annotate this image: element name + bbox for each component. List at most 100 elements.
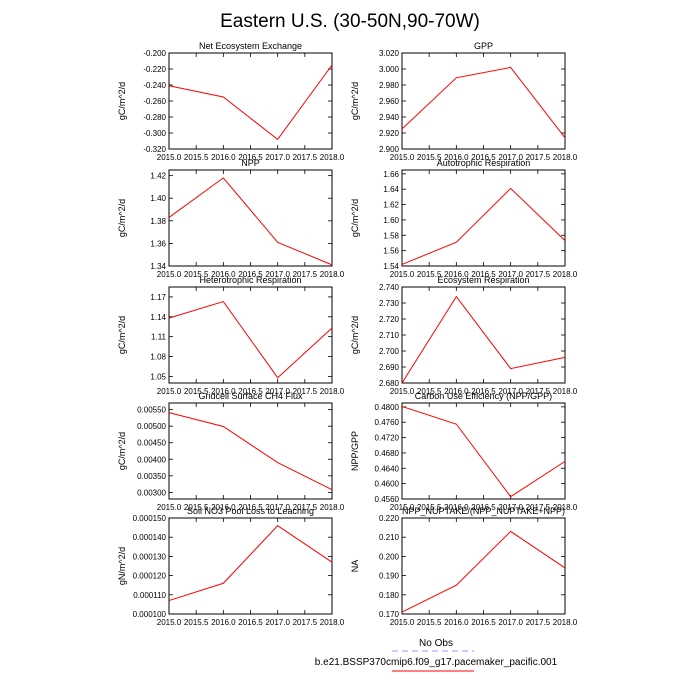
x-tick-label: 2017.0 <box>265 503 290 512</box>
x-tick-label: 2017.0 <box>498 387 523 396</box>
y-tick-label: 0.190 <box>379 572 400 581</box>
y-tick-label: 0.4720 <box>375 434 400 443</box>
panel-title: NPP_NUPTAKE/(NPP_NUPTAKE+NPP) <box>402 506 565 516</box>
y-axis-label: gC/m^2/d <box>117 199 127 237</box>
y-tick-label: -0.320 <box>143 145 166 154</box>
x-tick-label: 2015.5 <box>417 153 442 162</box>
x-tick-label: 2017.0 <box>498 270 523 279</box>
x-tick-label: 2017.0 <box>265 387 290 396</box>
x-tick-label: 2015.0 <box>390 618 415 627</box>
y-tick-label: 1.34 <box>150 262 166 271</box>
x-tick-label: 2015.5 <box>184 270 209 279</box>
y-tick-label: 2.680 <box>379 379 400 388</box>
y-tick-label: 0.200 <box>379 552 400 561</box>
x-tick-label: 2015.0 <box>157 270 182 279</box>
x-tick-label: 2015.5 <box>184 387 209 396</box>
y-tick-label: 0.4760 <box>375 418 400 427</box>
chart-panel-3: NPP 2015.0 2015.5 2016.0 2016.5 2017.0 2017.5 2… <box>117 158 345 279</box>
x-tick-label: 2015.0 <box>390 387 415 396</box>
x-tick-label: 2015.0 <box>390 153 415 162</box>
plot-frame <box>168 517 333 615</box>
y-tick-label: 1.64 <box>383 185 399 194</box>
x-tick-label: 2018.0 <box>320 503 345 512</box>
y-tick-label: 2.730 <box>379 299 400 308</box>
x-tick-label: 2015.0 <box>157 153 182 162</box>
plot-frame <box>401 286 566 384</box>
x-tick-label: 2017.5 <box>293 270 318 279</box>
x-tick-label: 2017.0 <box>498 153 523 162</box>
y-tick-label: -0.240 <box>143 81 166 90</box>
series-line <box>401 295 566 384</box>
y-tick-label: 2.960 <box>379 97 400 106</box>
panel-title: GPP <box>474 41 493 51</box>
y-tick-label: 1.11 <box>151 333 167 342</box>
y-tick-label: -0.280 <box>143 113 166 122</box>
series-line <box>168 64 333 141</box>
x-tick-label: 2018.0 <box>320 270 345 279</box>
x-tick-label: 2018.0 <box>553 503 578 512</box>
y-tick-label: 1.17 <box>150 293 166 302</box>
y-tick-label: 0.00550 <box>137 406 166 415</box>
y-tick-label: 0.4680 <box>375 449 400 458</box>
y-axis-label: gC/m^2/d <box>117 82 127 120</box>
y-tick-label: 0.00500 <box>137 422 166 431</box>
series-line <box>401 66 566 139</box>
x-tick-label: 2018.0 <box>553 153 578 162</box>
x-tick-label: 2016.5 <box>471 387 496 396</box>
y-axis-label: NA <box>350 560 360 573</box>
x-tick-label: 2017.0 <box>498 503 523 512</box>
x-tick-label: 2016.5 <box>238 270 263 279</box>
series-line <box>168 300 333 379</box>
x-tick-label: 2015.5 <box>184 153 209 162</box>
x-tick-label: 2017.0 <box>498 618 523 627</box>
x-tick-label: 2017.5 <box>526 387 551 396</box>
plot-frame <box>168 286 333 384</box>
legend-label-run: b.e21.BSSP370cmip6.f09_g17.pacemaker_pac… <box>314 657 558 668</box>
panel-title: Gridcell Surface CH4 Flux <box>198 391 303 401</box>
x-tick-label: 2016.0 <box>211 270 236 279</box>
panel-title: Autotrophic Respiration <box>437 158 531 168</box>
x-tick-label: 2017.5 <box>526 153 551 162</box>
y-tick-label: 2.700 <box>379 347 400 356</box>
y-tick-label: 0.00450 <box>137 439 166 448</box>
x-tick-label: 2018.0 <box>320 618 345 627</box>
plot-frame <box>168 402 333 500</box>
x-tick-label: 2016.0 <box>211 153 236 162</box>
x-tick-label: 2016.0 <box>444 153 469 162</box>
y-tick-label: 1.36 <box>150 239 166 248</box>
series-line <box>401 405 566 498</box>
x-tick-label: 2018.0 <box>320 153 345 162</box>
x-tick-label: 2016.5 <box>238 503 263 512</box>
y-tick-label: 2.920 <box>379 129 400 138</box>
y-tick-label: 2.740 <box>379 283 400 292</box>
y-tick-label: 0.220 <box>379 514 400 523</box>
x-tick-label: 2016.0 <box>444 503 469 512</box>
panel-title: Soil NO3 Pool Loss to Leaching <box>187 506 314 516</box>
y-tick-label: 1.62 <box>383 201 399 210</box>
y-tick-label: 0.000150 <box>133 514 167 523</box>
y-tick-label: 2.940 <box>379 113 400 122</box>
x-tick-label: 2015.0 <box>157 503 182 512</box>
x-tick-label: 2015.0 <box>390 270 415 279</box>
panel-title: Carbon Use Efficiency (NPP/GPP) <box>415 391 552 401</box>
y-tick-label: 1.66 <box>383 170 399 179</box>
plot-frame <box>168 169 333 267</box>
y-axis-label: gC/m^2/d <box>350 82 360 120</box>
y-tick-label: -0.260 <box>143 97 166 106</box>
x-tick-label: 2016.0 <box>211 503 236 512</box>
y-tick-label: 2.980 <box>379 81 400 90</box>
chart-panel-10: NPP_NUPTAKE/(NPP_NUPTAKE+NPP)2015.0 2015.… <box>350 506 578 627</box>
x-tick-label: 2016.0 <box>444 387 469 396</box>
y-axis-label: gC/m^2/d <box>117 316 127 354</box>
x-tick-label: 2016.5 <box>471 270 496 279</box>
y-tick-label: 0.000120 <box>133 572 167 581</box>
plot-frame <box>401 169 566 267</box>
x-tick-label: 2016.5 <box>238 387 263 396</box>
y-tick-label: 1.54 <box>383 262 399 271</box>
x-tick-label: 2015.0 <box>157 387 182 396</box>
x-tick-label: 2017.5 <box>293 503 318 512</box>
y-tick-label: -0.300 <box>143 129 166 138</box>
